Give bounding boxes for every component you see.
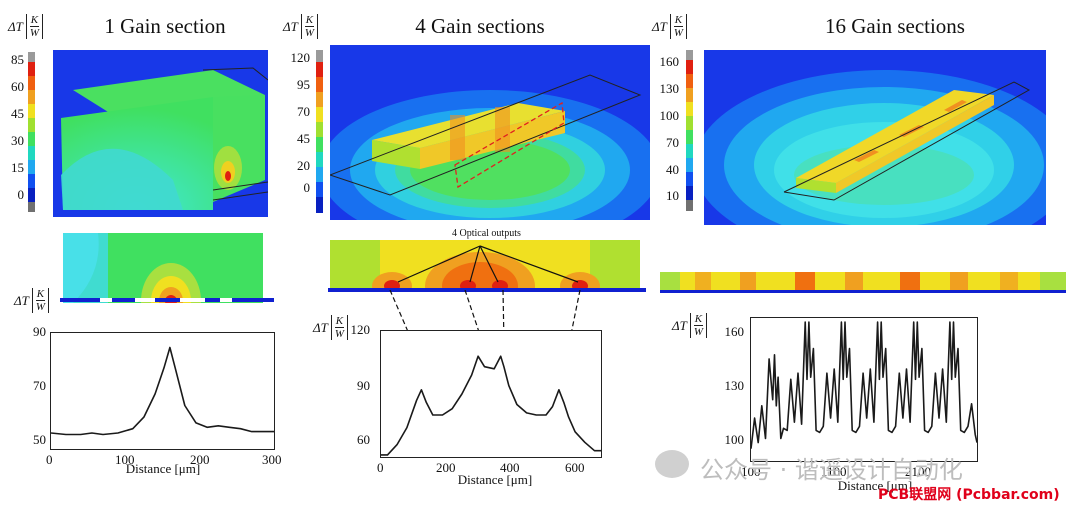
panel3-plot-area [750,317,978,462]
panel1-x-tick: 100 [115,452,135,467]
panel3-cb-tick: 40 [666,162,679,177]
panel1-line-chart [50,346,274,436]
panel2-plot-unit: ΔT K W [313,315,349,340]
panel3-x-tick: 100 [741,464,761,479]
panel3-colorbar [686,50,693,215]
panel3-plot-unit: ΔT K W [672,313,708,338]
panel3-x-title: Distance [μm] [837,478,913,493]
panel3-substrate-bar [660,290,1066,293]
panel2-cb-tick: 45 [297,131,310,146]
panel2-cross-section [330,240,640,288]
panel2-colorbar [316,50,323,220]
panel2-cb-tick: 70 [297,104,310,119]
panel1-x-title: Distance [μm] [125,461,201,476]
panel1-x-tick: 300 [262,452,282,467]
panel3-line-chart [750,321,978,449]
panel2-title: 4 Gain sections [415,14,545,38]
panel2-optical-outputs-label: 4 Optical outputs [450,228,523,239]
panel1-substrate-bar [60,298,274,302]
panel3-series-line [750,321,978,449]
panel1-contact-gap [180,298,205,302]
panel3-x-tick: 1100 [821,464,847,479]
panel1-cb-tick: 45 [11,106,24,121]
panel3-cb-tick: 130 [659,81,680,96]
panel2-x-tick: 200 [436,460,456,475]
panel1-contact-gap [100,298,112,302]
watermark-text: 公众号 · 谐遥设计自动化 [700,456,963,484]
panel1-x-tick: 200 [190,452,210,467]
panel1-plot-unit: ΔT K W [14,288,50,313]
panel3-y-tick: 100 [724,432,745,447]
panel2-cb-tick: 120 [290,50,311,65]
panel1-title: 1 Gain section [104,14,226,38]
panel1-x-tick: 0 [46,452,53,467]
panel2-x-tick: 400 [500,460,520,475]
panel3-cb-tick: 100 [659,108,680,123]
panel1-colorbar-unit: ΔT K W [8,14,44,39]
panel2-plot-area [380,330,602,458]
panel2-x-title: Distance [μm] [457,472,533,487]
panel1-contact-gap [135,298,155,302]
panel1-plot-area [50,332,275,450]
panel2-x-tick: 0 [377,460,384,475]
wechat-logo-icon [655,450,689,478]
panel1-cb-tick: 60 [11,79,24,94]
panel3-cb-tick: 160 [659,54,680,69]
panel1-series-line [50,346,274,436]
panel1-y-tick: 50 [33,432,46,447]
panel3-cb-tick: 10 [666,188,679,203]
panel1-y-tick: 70 [33,378,46,393]
panel3-thermal-3d-view [704,50,1046,225]
panel1-thermal-3d-view [53,50,268,217]
panel2-series-line [381,355,601,456]
panel3-y-tick: 130 [724,378,745,393]
panel1-contact-gap [220,298,232,302]
panel3-cross-section [660,272,1066,290]
panel1-cross-section [63,233,263,303]
panel3-x-tick: 2100 [905,464,931,479]
panel1-cb-tick: 0 [17,187,25,202]
panel3-title: 16 Gain sections [825,14,965,38]
panel1-cb-tick: 85 [11,52,24,67]
panel1-colorbar [28,52,35,212]
panel2-thermal-3d-view [330,45,650,220]
panel3-y-tick: 160 [724,324,745,339]
panel2-substrate-bar [328,288,646,292]
panel2-y-tick: 120 [350,322,371,337]
panel2-x-tick: 600 [565,460,585,475]
panel2-y-tick: 60 [357,432,370,447]
panel2-cb-tick: 95 [297,77,310,92]
panel1-y-tick: 90 [33,324,46,339]
panel3-cb-tick: 70 [666,135,679,150]
panel2-line-chart [381,355,601,456]
source-label: PCB联盟网 (Pcbbar.com) [878,487,1060,503]
panel2-cb-tick: 0 [303,180,311,195]
panel2-cb-tick: 20 [297,158,310,173]
panel3-colorbar-unit: ΔT K W [652,14,688,39]
panel1-cb-tick: 30 [11,133,24,148]
panel2-y-tick: 90 [357,378,370,393]
panel2-colorbar-unit: ΔT K W [283,14,319,39]
panel1-cb-tick: 15 [11,160,24,175]
